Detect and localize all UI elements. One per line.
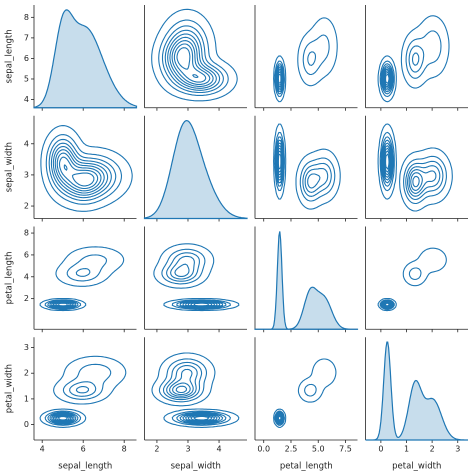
x-tick-label: 5.0 xyxy=(312,445,325,454)
x-tick-label: 3 xyxy=(185,445,190,454)
x-tick-label: 0.0 xyxy=(257,445,270,454)
y-tick-label: 3 xyxy=(24,170,29,179)
y-tick-label: 5 xyxy=(24,74,29,83)
y-tick-label: 0 xyxy=(24,420,29,429)
x-tick-label: 0 xyxy=(378,445,383,454)
y-axis-label: sepal_width xyxy=(5,142,15,192)
kde-contours xyxy=(40,125,133,212)
kde-area xyxy=(143,119,248,220)
x-tick-label: 3 xyxy=(455,445,460,454)
y-axis-label: sepal_length xyxy=(5,29,15,83)
y-axis-label: petal_length xyxy=(5,251,15,304)
x-tick-label: 4 xyxy=(216,445,221,454)
y-tick-label: 6 xyxy=(24,54,29,63)
x-tick-label: 1 xyxy=(404,445,409,454)
y-tick-label: 4 xyxy=(24,139,29,148)
x-axis-label: sepal_width xyxy=(171,462,221,472)
y-tick-label: 8 xyxy=(24,229,29,238)
kde-contours xyxy=(377,247,447,312)
x-axis-label: sepal_length xyxy=(58,462,112,472)
kde-contours xyxy=(273,17,338,103)
x-tick-label: 2.5 xyxy=(285,445,298,454)
kde-area xyxy=(365,341,468,441)
x-tick-label: 2 xyxy=(154,445,159,454)
kde-area xyxy=(33,9,138,109)
y-tick-label: 2 xyxy=(24,369,29,378)
kde-contours xyxy=(377,123,453,212)
y-tick-label: 4 xyxy=(24,272,29,281)
x-tick-label: 7.5 xyxy=(339,445,352,454)
kde-contours xyxy=(39,355,127,428)
x-tick-label: 4 xyxy=(40,445,45,454)
x-tick-label: 6 xyxy=(81,445,86,454)
kde-contours xyxy=(151,8,238,102)
y-tick-label: 2 xyxy=(24,202,29,211)
kde-contours xyxy=(39,246,125,312)
y-axis-label: petal_width xyxy=(5,364,15,413)
y-tick-label: 1 xyxy=(24,394,29,403)
x-tick-label: 8 xyxy=(122,445,127,454)
kde-contours xyxy=(273,123,341,210)
x-axis-label: petal_length xyxy=(280,462,333,472)
y-tick-label: 7 xyxy=(24,33,29,42)
kde-contours xyxy=(151,352,240,428)
y-tick-label: 2 xyxy=(24,294,29,303)
kde-contours xyxy=(153,243,240,312)
kde-contours xyxy=(377,15,450,103)
kde-contours xyxy=(273,358,337,428)
x-axis-label: petal_width xyxy=(392,462,441,472)
y-tick-label: 8 xyxy=(24,13,29,22)
kde-area xyxy=(254,231,359,330)
x-tick-label: 2 xyxy=(430,445,435,454)
y-tick-label: 6 xyxy=(24,250,29,259)
y-tick-label: 3 xyxy=(24,343,29,352)
y-tick-label: 4 xyxy=(24,95,29,104)
